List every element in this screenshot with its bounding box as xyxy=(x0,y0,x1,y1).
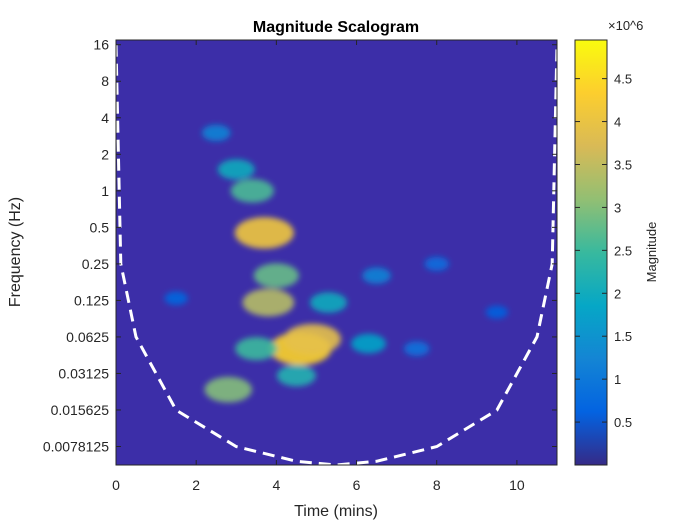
colorbar-label: Magnitude xyxy=(644,222,659,283)
colorbar-tick-label: 1.5 xyxy=(614,329,632,344)
heatmap-plot-area xyxy=(115,39,558,466)
colorbar-tick-label: 4 xyxy=(614,115,621,130)
colorbar: 0.5 1 1.5 2 2.5 3 3.5 4 4.5 ×10^6 Magnitude xyxy=(574,18,659,466)
y-tick-label: 8 xyxy=(101,73,109,89)
energy-region xyxy=(201,124,231,142)
colorbar-tick-label: 4.5 xyxy=(614,72,632,87)
colorbar-multiplier: ×10^6 xyxy=(608,18,643,33)
energy-region xyxy=(424,256,449,271)
y-tick-label: 2 xyxy=(101,146,109,162)
energy-region xyxy=(362,267,391,284)
colorbar-tick-label: 2 xyxy=(614,286,621,301)
y-axis: 16 8 4 2 1 0.5 0.25 0.125 0.0625 0.03125 0.015625 0… xyxy=(43,37,557,455)
y-tick-label: 0.0078125 xyxy=(43,439,109,455)
y-tick-label: 0.015625 xyxy=(51,402,110,418)
energy-region xyxy=(217,159,255,180)
energy-region xyxy=(242,288,295,317)
cone-of-influence xyxy=(116,44,557,465)
colorbar-tick-label: 0.5 xyxy=(614,415,632,430)
energy-region xyxy=(164,291,188,306)
energy-region xyxy=(403,341,430,357)
energy-regions xyxy=(164,124,509,403)
colorbar-tick-label: 2.5 xyxy=(614,243,632,258)
y-tick-label: 1 xyxy=(101,183,109,199)
x-tick-label: 6 xyxy=(353,477,361,493)
energy-region xyxy=(485,305,509,319)
energy-region xyxy=(234,217,294,249)
y-tick-label: 0.125 xyxy=(74,292,109,308)
colorbar-ticks: 0.5 1 1.5 2 2.5 3 3.5 4 4.5 xyxy=(575,72,632,430)
energy-region xyxy=(283,323,341,355)
colorbar-tick-label: 3.5 xyxy=(614,157,632,172)
x-tick-label: 0 xyxy=(112,477,120,493)
x-tick-label: 4 xyxy=(272,477,280,493)
energy-region xyxy=(204,376,253,403)
heatmap-background xyxy=(116,40,557,465)
x-axis-label: Time (mins) xyxy=(294,503,378,520)
energy-region xyxy=(230,178,274,203)
y-tick-label: 16 xyxy=(93,37,109,53)
plot-frame xyxy=(115,39,558,466)
x-tick-label: 2 xyxy=(192,477,200,493)
y-tick-label: 0.5 xyxy=(90,219,110,235)
colorbar-tick-label: 3 xyxy=(614,200,621,215)
coi-boundary-line xyxy=(116,44,557,465)
chart-title: Magnitude Scalogram xyxy=(253,19,419,36)
energy-region xyxy=(276,364,316,387)
y-tick-label: 4 xyxy=(101,110,109,126)
x-tick-label: 10 xyxy=(509,477,525,493)
y-tick-label: 0.0625 xyxy=(66,329,109,345)
y-tick-label: 0.03125 xyxy=(58,365,109,381)
energy-region xyxy=(253,263,300,288)
energy-region xyxy=(235,337,278,361)
y-axis-label: Frequency (Hz) xyxy=(7,197,24,307)
energy-region xyxy=(309,292,347,313)
x-axis: 0 2 4 6 8 10 xyxy=(112,40,525,493)
colorbar-tick-label: 1 xyxy=(614,372,621,387)
colorbar-gradient xyxy=(574,39,608,466)
x-tick-label: 8 xyxy=(433,477,441,493)
y-tick-label: 0.25 xyxy=(82,256,109,272)
energy-region xyxy=(351,333,387,354)
